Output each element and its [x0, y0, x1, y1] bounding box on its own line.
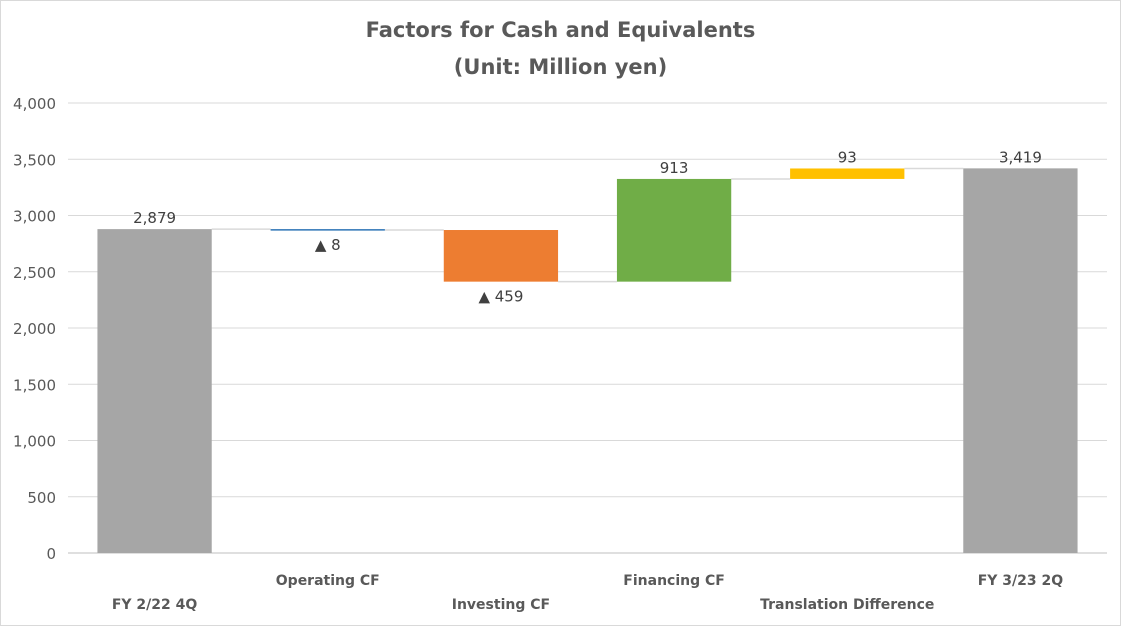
data-labels: 2,879 ▲ 8 ▲ 459 913 93 3,419	[133, 148, 1042, 305]
bar-financing-cf	[616, 178, 732, 282]
connector-lines	[211, 167, 964, 283]
y-tick-label: 2,000	[13, 320, 56, 338]
x-tick-label: Operating CF	[276, 573, 380, 589]
x-tick-label: Financing CF	[623, 573, 725, 589]
x-tick-label: FY 2/22 4Q	[112, 597, 198, 613]
x-tick-label: Translation Difference	[760, 597, 934, 613]
y-tick-label: 3,500	[13, 151, 56, 169]
bar-translation-difference	[790, 168, 905, 179]
chart-title: Factors for Cash and Equivalents	[365, 18, 756, 42]
y-tick-label: 1,000	[13, 433, 56, 451]
bar-fy-3-23-2q	[963, 168, 1078, 554]
y-tick-label: 4,000	[13, 95, 56, 113]
bar-investing-cf	[443, 230, 559, 282]
chart-subtitle: (Unit: Million yen)	[453, 55, 668, 79]
y-tick-label: 3,000	[13, 208, 56, 226]
bar-operating-cf	[270, 229, 385, 231]
data-label: ▲ 459	[478, 288, 523, 306]
x-axis: FY 2/22 4Q Operating CF Investing CF Financ…	[112, 573, 1063, 613]
bars	[97, 168, 1078, 554]
data-label: 913	[660, 159, 689, 177]
data-label: 2,879	[133, 209, 176, 227]
data-label: 93	[838, 148, 857, 166]
y-tick-label: 2,500	[13, 264, 56, 282]
x-tick-label: Investing CF	[452, 597, 550, 613]
y-tick-label: 0	[46, 545, 56, 563]
y-axis: 0 500 1,000 1,500 2,000 2,500 3,000 3,500 4,000	[13, 95, 56, 563]
y-tick-label: 500	[27, 489, 56, 507]
data-label: ▲ 8	[315, 236, 341, 254]
y-tick-label: 1,500	[13, 376, 56, 394]
bar-fy-2-22-4q	[97, 229, 212, 554]
x-tick-label: FY 3/23 2Q	[978, 573, 1064, 589]
gridlines	[68, 102, 1107, 554]
data-label: 3,419	[999, 148, 1042, 166]
